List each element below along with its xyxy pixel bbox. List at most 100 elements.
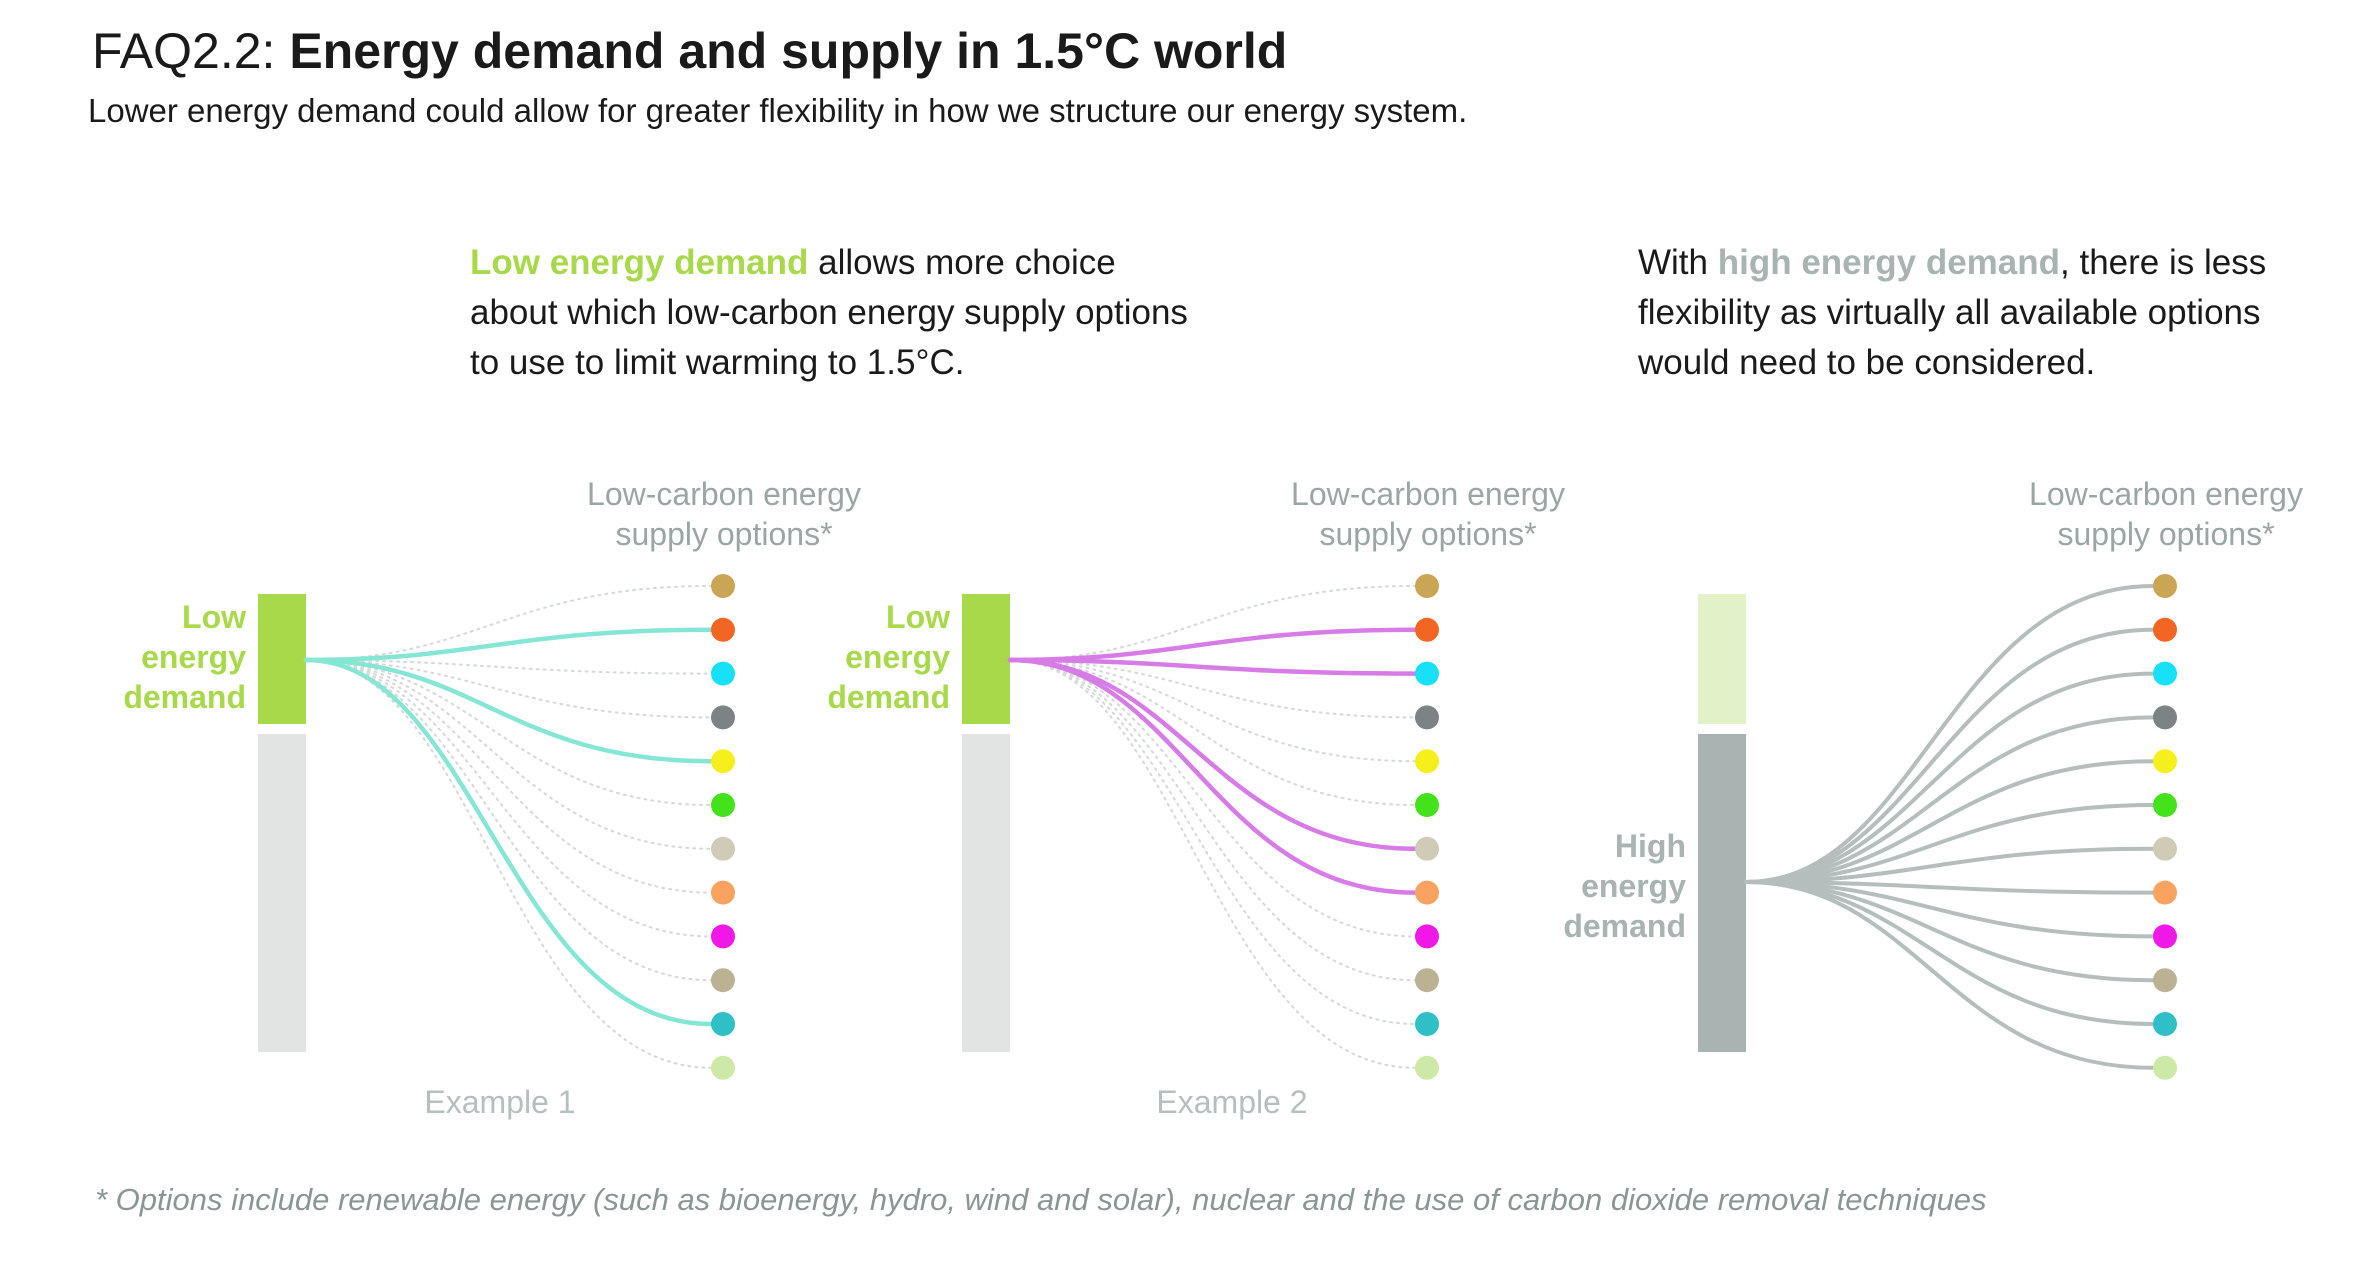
connector-dotted-example1-0 [305,585,712,661]
demand-label-example2-2: demand [827,679,950,715]
connector-dotted-example2-3 [1009,659,1416,719]
supply-option-dot-high-9 [2153,968,2177,993]
connector-selected-high-3 [1744,715,2155,884]
connector-dotted-example2-5 [1009,659,1416,806]
supply-option-dot-example1-7 [711,880,735,905]
connector-dotted-example2-0 [1009,585,1416,661]
supply-option-dot-example2-10 [1415,1012,1439,1036]
supply-option-dot-high-4 [2153,749,2177,774]
supply-option-dot-high-8 [2153,924,2177,949]
demand-label-high-0: High [1615,828,1686,864]
supply-option-dot-example1-6 [711,836,735,861]
connector-selected-high-1 [1744,627,2155,884]
supply-option-dot-example2-8 [1415,924,1439,949]
figure-title: FAQ2.2: Energy demand and supply in 1.5°… [92,22,1287,80]
intro-high-text: , there is less flexibility as virtually… [1638,243,2267,382]
figure-subtitle: Lower energy demand could allow for grea… [88,92,1468,129]
footnote: * Options include renewable energy (such… [95,1182,1987,1217]
supply-option-dot-example1-2 [711,661,735,686]
intro-low-demand: Low energy demand allows more choice abo… [470,238,1210,388]
caption-example1: Example 1 [424,1084,575,1120]
demand-label-example2-1: energy [845,639,950,675]
connector-dotted-example2-11 [1009,659,1416,1069]
connector-dotted-example1-7 [305,659,712,894]
connector-dotted-example1-6 [305,659,712,850]
demand-label-example1-2: demand [123,679,246,715]
connector-selected-high-6 [1744,846,2155,884]
connector-selected-high-5 [1744,803,2155,884]
demand-label-high-2: demand [1563,908,1686,944]
connector-dotted-example1-3 [305,659,712,719]
supply-option-dot-example2-4 [1415,749,1439,774]
demand-bar-bottom-example1 [258,734,306,1052]
demand-bar-bottom-example2 [962,734,1010,1052]
supply-label-high-1: supply options* [2057,516,2274,552]
demand-bar-top-example2 [962,594,1010,724]
supply-option-dot-example1-8 [711,924,735,949]
intro-high-lead: With [1638,243,1718,282]
demand-label-example1-1: energy [141,639,246,675]
supply-label-example2-1: supply options* [1319,516,1536,552]
supply-option-dot-example1-5 [711,793,735,817]
supply-option-dot-high-2 [2153,661,2177,686]
connector-selected-high-8 [1744,880,2155,939]
demand-bar-top-high [1698,594,1746,724]
supply-option-dot-example2-0 [1415,574,1439,598]
supply-label-example1-1: supply options* [615,516,832,552]
supply-option-dot-example2-6 [1415,836,1439,861]
supply-option-dot-example2-1 [1415,617,1439,642]
supply-option-dot-example2-5 [1415,793,1439,817]
supply-option-dot-high-7 [2153,880,2177,905]
intro-low-highlight: Low energy demand [470,243,809,282]
connector-selected-example1-1 [303,627,714,663]
intro-high-highlight: high energy demand [1717,243,2061,282]
supply-label-example1-0: Low-carbon energy [587,476,861,512]
supply-option-dot-high-5 [2153,793,2177,817]
supply-option-dot-example1-10 [711,1012,735,1036]
connector-selected-high-2 [1744,671,2155,884]
demand-label-high-1: energy [1581,868,1686,904]
connector-selected-example2-6 [1007,657,1418,852]
intro-low-text: allows more choice about which low-carbo… [470,243,1188,382]
title-prefix: FAQ2.2: [92,23,290,79]
connector-dotted-example1-9 [305,659,712,982]
connector-selected-example1-4 [303,657,714,764]
demand-bar-top-example1 [258,594,306,724]
supply-option-dot-example1-11 [711,1055,735,1080]
supply-option-dot-high-1 [2153,617,2177,642]
connector-selected-high-10 [1744,880,2155,1026]
caption-example2: Example 2 [1156,1084,1307,1120]
supply-option-dot-example1-4 [711,749,735,774]
connector-dotted-example2-9 [1009,659,1416,982]
demand-label-example2-0: Low [886,599,950,635]
supply-option-dot-example2-2 [1415,661,1439,686]
connector-selected-high-11 [1744,880,2155,1070]
supply-option-dot-example1-3 [711,705,735,730]
supply-option-dot-high-11 [2153,1055,2177,1080]
connector-selected-high-9 [1744,880,2155,983]
supply-label-example2-0: Low-carbon energy [1291,476,1565,512]
connector-selected-example1-10 [303,657,714,1027]
supply-option-dot-example2-3 [1415,705,1439,730]
intro-high-demand: With high energy demand, there is less f… [1638,238,2358,388]
supply-option-dot-example1-0 [711,574,735,598]
connector-selected-example2-1 [1007,627,1418,663]
connector-selected-example2-7 [1007,657,1418,895]
connector-selected-example2-2 [1007,657,1418,676]
connector-dotted-example2-4 [1009,659,1416,763]
supply-option-dot-example2-11 [1415,1055,1439,1080]
supply-option-dot-example2-9 [1415,968,1439,993]
connector-dotted-example2-10 [1009,659,1416,1025]
connector-dotted-example2-8 [1009,659,1416,938]
connector-selected-high-0 [1744,584,2155,884]
connector-dotted-example1-2 [305,659,712,675]
supply-label-high-0: Low-carbon energy [2029,476,2303,512]
supply-option-dot-example1-9 [711,968,735,993]
demand-bar-bottom-high [1698,734,1746,1052]
supply-option-dot-high-3 [2153,705,2177,730]
supply-option-dot-example2-7 [1415,880,1439,905]
supply-option-dot-high-6 [2153,836,2177,861]
supply-option-dot-example1-1 [711,617,735,642]
connector-dotted-example1-5 [305,659,712,806]
